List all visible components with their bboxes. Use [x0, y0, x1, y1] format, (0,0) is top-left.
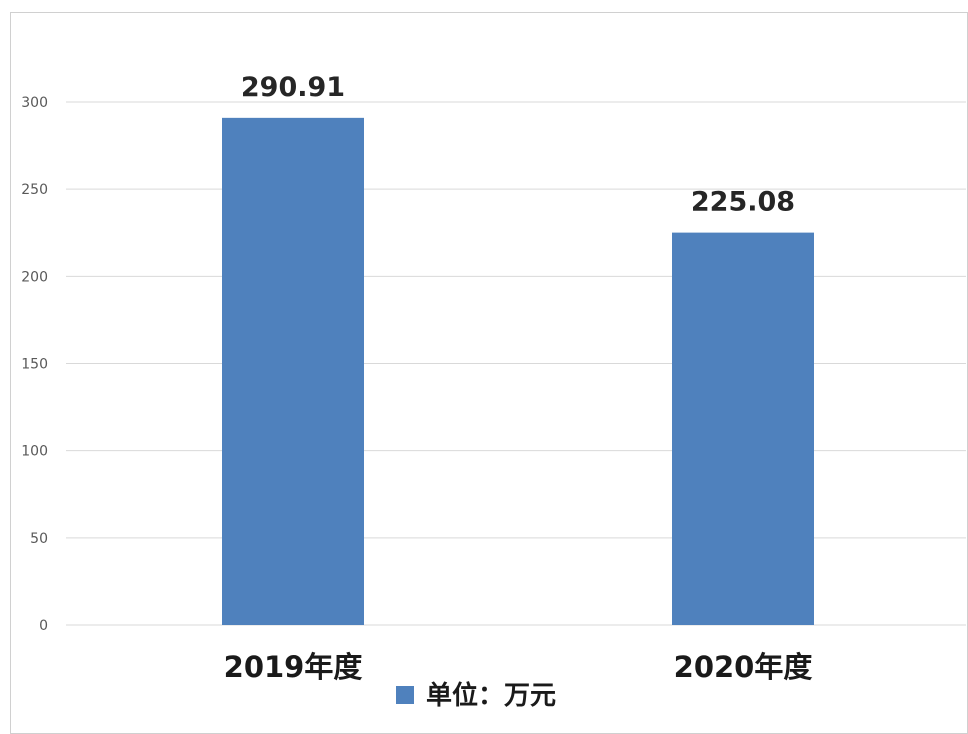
gridlines — [66, 101, 966, 626]
value-label: 225.08 — [691, 187, 795, 218]
y-tick-label: 300 — [21, 95, 48, 111]
y-tick-labels: 0 50 100 150 200 250 300 — [21, 95, 48, 634]
bars — [222, 117, 814, 626]
x-tick-label: 2020年度 — [674, 650, 813, 684]
y-tick-label: 50 — [30, 531, 48, 547]
y-tick-label: 100 — [21, 444, 48, 460]
y-tick-label: 150 — [21, 357, 48, 373]
y-tick-label: 0 — [39, 618, 48, 634]
bar — [222, 117, 364, 626]
value-label: 290.91 — [241, 72, 345, 103]
legend-swatch — [396, 686, 414, 704]
legend: 单位：万元 — [396, 680, 556, 711]
value-labels: 290.91 225.08 — [241, 72, 795, 218]
x-tick-label: 2019年度 — [224, 650, 363, 684]
y-tick-label: 200 — [21, 269, 48, 285]
bar — [672, 232, 814, 625]
legend-label: 单位：万元 — [426, 680, 556, 711]
y-tick-label: 250 — [21, 182, 48, 198]
x-tick-labels: 2019年度 2020年度 — [224, 650, 813, 684]
